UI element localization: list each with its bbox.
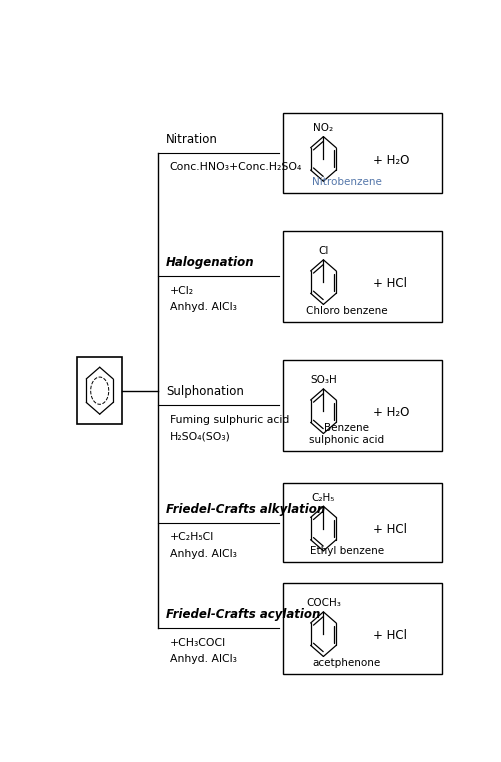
Text: + HCl: + HCl	[372, 277, 406, 290]
Bar	[282, 360, 441, 451]
Text: +CH₃COCl: +CH₃COCl	[169, 638, 225, 648]
Text: NO₂: NO₂	[313, 123, 333, 133]
Text: Halogenation: Halogenation	[165, 256, 254, 269]
Text: +Cl₂: +Cl₂	[169, 286, 193, 296]
Bar	[282, 483, 441, 562]
Text: Nitration: Nitration	[165, 133, 217, 146]
Text: COCH₃: COCH₃	[306, 598, 340, 608]
Text: H₂SO₄(SO₃): H₂SO₄(SO₃)	[169, 431, 230, 441]
Text: Anhyd. AlCl₃: Anhyd. AlCl₃	[169, 302, 236, 312]
Text: Conc.HNO₃+Conc.H₂SO₄: Conc.HNO₃+Conc.H₂SO₄	[169, 162, 302, 172]
Text: Anhyd. AlCl₃: Anhyd. AlCl₃	[169, 654, 236, 664]
Text: + HCl: + HCl	[372, 523, 406, 536]
Text: + HCl: + HCl	[372, 629, 406, 642]
Text: + H₂O: + H₂O	[372, 406, 409, 419]
Text: C₂H₅: C₂H₅	[311, 493, 335, 503]
Text: Cl: Cl	[318, 246, 328, 256]
Text: Chloro benzene: Chloro benzene	[305, 306, 387, 316]
Text: Sulphonation: Sulphonation	[165, 386, 243, 399]
Text: Benzene
sulphonic acid: Benzene sulphonic acid	[309, 424, 384, 445]
Bar	[282, 583, 441, 674]
Text: acetphenone: acetphenone	[312, 658, 380, 668]
Text: SO₃H: SO₃H	[310, 376, 336, 386]
Text: Friedel-Crafts alkylation: Friedel-Crafts alkylation	[165, 503, 325, 516]
Text: Nitrobenzene: Nitrobenzene	[311, 177, 381, 187]
Text: Ethyl benzene: Ethyl benzene	[309, 546, 383, 556]
Bar	[77, 357, 122, 424]
Bar	[282, 114, 441, 193]
Text: Anhyd. AlCl₃: Anhyd. AlCl₃	[169, 549, 236, 559]
Bar	[282, 231, 441, 322]
Text: +C₂H₅Cl: +C₂H₅Cl	[169, 532, 213, 542]
Text: Friedel-Crafts acylation: Friedel-Crafts acylation	[165, 608, 320, 621]
Text: Fuming sulphuric acid: Fuming sulphuric acid	[169, 415, 289, 424]
Text: + H₂O: + H₂O	[372, 154, 409, 167]
